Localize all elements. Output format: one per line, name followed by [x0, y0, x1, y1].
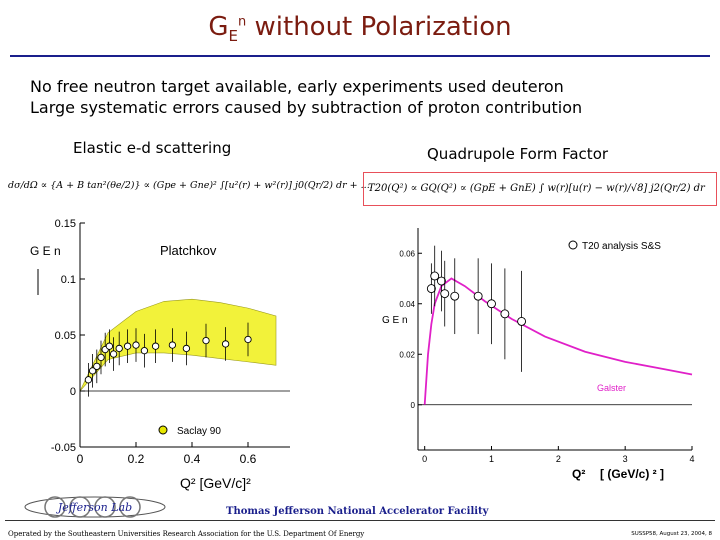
y-tick-label: -0.05	[51, 442, 76, 454]
bullet-1: No free neutron target available, early …	[30, 77, 564, 96]
data-point	[440, 289, 450, 299]
data-point	[115, 344, 123, 353]
y-axis-label: G E n	[382, 315, 408, 326]
data-point	[123, 342, 132, 350]
data-point	[426, 284, 436, 294]
galster-label: Galster	[597, 383, 626, 393]
jefferson-lab-logo: Jefferson Lab	[10, 494, 180, 524]
bullet-2: Large systematic errors caused by subtra…	[30, 98, 583, 117]
data-point	[202, 336, 210, 345]
x-tick-label: 1	[489, 454, 494, 464]
footer-rule	[5, 520, 715, 521]
y-tick-label: 0.04	[399, 300, 415, 309]
x-tick-label: 2	[556, 454, 561, 464]
data-point	[517, 316, 527, 326]
y-tick-label: 0.15	[55, 218, 76, 230]
theory-band	[79, 298, 277, 392]
y-tick-label: 0	[411, 401, 416, 410]
data-point	[97, 353, 105, 362]
slide-title: GEn without Polarization	[0, 12, 720, 45]
x-axis-label: Q²	[572, 467, 585, 481]
data-point	[140, 347, 149, 355]
left-heading: Elastic e-d scattering	[73, 139, 232, 157]
x-tick-label: 0	[77, 452, 84, 466]
x-tick-label: 3	[623, 454, 628, 464]
footer-left: Operated by the Southeastern Universitie…	[8, 530, 365, 538]
data-point	[84, 376, 93, 384]
data-point	[487, 299, 496, 309]
right-formula: T20(Q²) ∝ GQ(Q²) ∝ (GpE + GnE) ∫ w(r)[u(…	[368, 183, 705, 194]
data-point	[182, 344, 191, 353]
data-point	[450, 291, 460, 301]
title-g: G	[208, 12, 229, 42]
legend-marker	[158, 425, 168, 435]
x-tick-label: 0.4	[184, 452, 201, 466]
title-sup: n	[238, 14, 247, 30]
x-axis-units: [ (GeV/c) ² ]	[600, 467, 664, 481]
galster-curve	[423, 277, 693, 405]
x-tick-label: 0.6	[240, 452, 257, 466]
data-point	[132, 341, 140, 349]
y-tick-label: 0.02	[399, 350, 415, 359]
lab-name: Thomas Jefferson National Accelerator Fa…	[226, 506, 489, 517]
data-point	[105, 342, 114, 350]
data-point	[151, 342, 160, 350]
data-point	[221, 340, 230, 348]
legend-label: T20 analysis S&S	[582, 241, 661, 252]
y-tick-label: 0.06	[399, 249, 415, 258]
platchkov-label: Platchkov	[160, 243, 217, 258]
data-point	[168, 341, 177, 349]
x-tick-label: 4	[689, 454, 694, 464]
x-tick-label: 0	[422, 454, 427, 464]
right-formula-box	[363, 172, 717, 206]
title-sub: E	[228, 27, 238, 46]
x-axis-label: Q² [GeV/c]²	[180, 475, 251, 491]
y-tick-label: 0.1	[61, 274, 76, 286]
y-tick-label: 0	[70, 386, 76, 398]
right-chart: 0 0.02 0.04 0.06 0 1 2 3 4 Galster T20 analysis S&…	[382, 228, 695, 481]
data-point	[473, 291, 483, 301]
data-point	[430, 271, 440, 281]
data-point	[88, 367, 97, 375]
data-point	[244, 335, 252, 344]
data-point	[93, 362, 101, 371]
y-axis-label: G E n	[30, 244, 61, 258]
left-formula: dσ/dΩ ∝ {A + B tan²(θe/2)} ∝ (Gpe + Gne)…	[8, 180, 373, 191]
data-point	[436, 276, 446, 286]
data-point	[109, 350, 118, 358]
legend-label: Saclay 90	[177, 426, 221, 437]
x-tick-label: 0.2	[128, 452, 145, 466]
logo-text: Jefferson Lab	[56, 501, 132, 514]
title-rest: without Polarization	[246, 12, 512, 42]
legend-marker	[568, 240, 578, 250]
footer-right: SUSSP58, August 23, 2004, 8	[631, 531, 712, 537]
data-point	[500, 309, 510, 319]
right-heading: Quadrupole Form Factor	[427, 145, 609, 163]
y-tick-label: 0.05	[55, 330, 76, 342]
title-rule	[10, 55, 710, 57]
